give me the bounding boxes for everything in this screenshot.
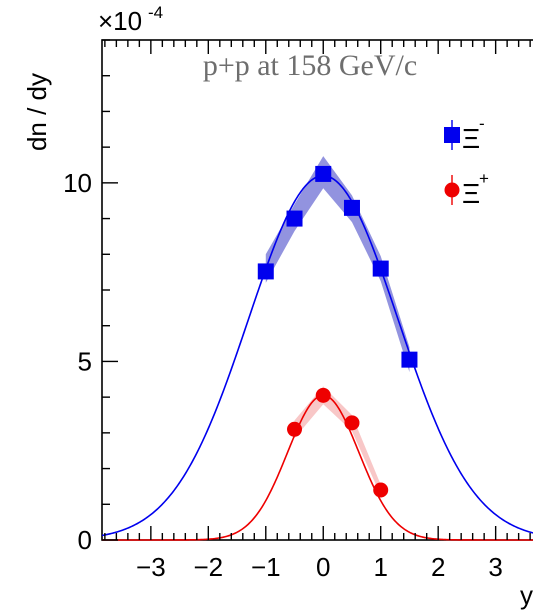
plot-frame xyxy=(101,39,533,541)
data-point xyxy=(373,482,389,498)
legend-marker xyxy=(444,127,460,143)
data-point xyxy=(343,199,360,216)
fit-curve xyxy=(101,174,533,537)
uncertainty-band xyxy=(294,386,381,496)
data-point xyxy=(315,387,331,403)
data-point xyxy=(287,421,303,437)
legend-label-superscript: + xyxy=(479,169,489,188)
y-axis-title: dn / dy xyxy=(22,73,52,151)
x-tick-label: 1 xyxy=(373,552,387,582)
axes: −3 −2 −1 0 1 2 3 0 5 10 xyxy=(63,39,531,582)
legend-label: Ξ xyxy=(462,178,480,209)
plot-border xyxy=(101,39,533,541)
x-tick-label: −2 xyxy=(193,552,223,582)
legend-label-superscript: - xyxy=(479,114,485,133)
data-point xyxy=(344,415,360,431)
x-tick-label: −3 xyxy=(136,552,166,582)
x-tick-label: 2 xyxy=(431,552,445,582)
y-multiplier: ×10 -4 xyxy=(98,3,163,36)
x-tick-label: −1 xyxy=(251,552,281,582)
fit-curves xyxy=(101,174,533,541)
data-points xyxy=(257,165,418,498)
y-tick-label: 0 xyxy=(78,525,92,555)
data-point xyxy=(372,260,389,277)
uncertainty-band xyxy=(265,156,410,373)
y-multiplier-exponent: -4 xyxy=(148,3,163,22)
x-tick-label: 0 xyxy=(316,552,330,582)
fit-curve xyxy=(102,394,533,541)
x-axis-title: y xyxy=(520,580,533,610)
y-multiplier-base: ×10 xyxy=(98,6,142,36)
legend: Ξ-Ξ+ xyxy=(444,114,489,209)
x-tick-label: 3 xyxy=(488,552,502,582)
y-tick-label: 5 xyxy=(78,346,92,376)
plot-title: p+p at 158 GeV/c xyxy=(203,49,417,82)
legend-label: Ξ xyxy=(462,123,480,154)
y-tick-label: 10 xyxy=(63,168,92,198)
uncertainty-bands xyxy=(265,156,410,496)
data-point xyxy=(315,165,332,182)
data-point xyxy=(257,263,274,280)
legend-marker xyxy=(444,182,460,198)
data-point xyxy=(286,210,303,227)
data-point xyxy=(401,351,418,368)
